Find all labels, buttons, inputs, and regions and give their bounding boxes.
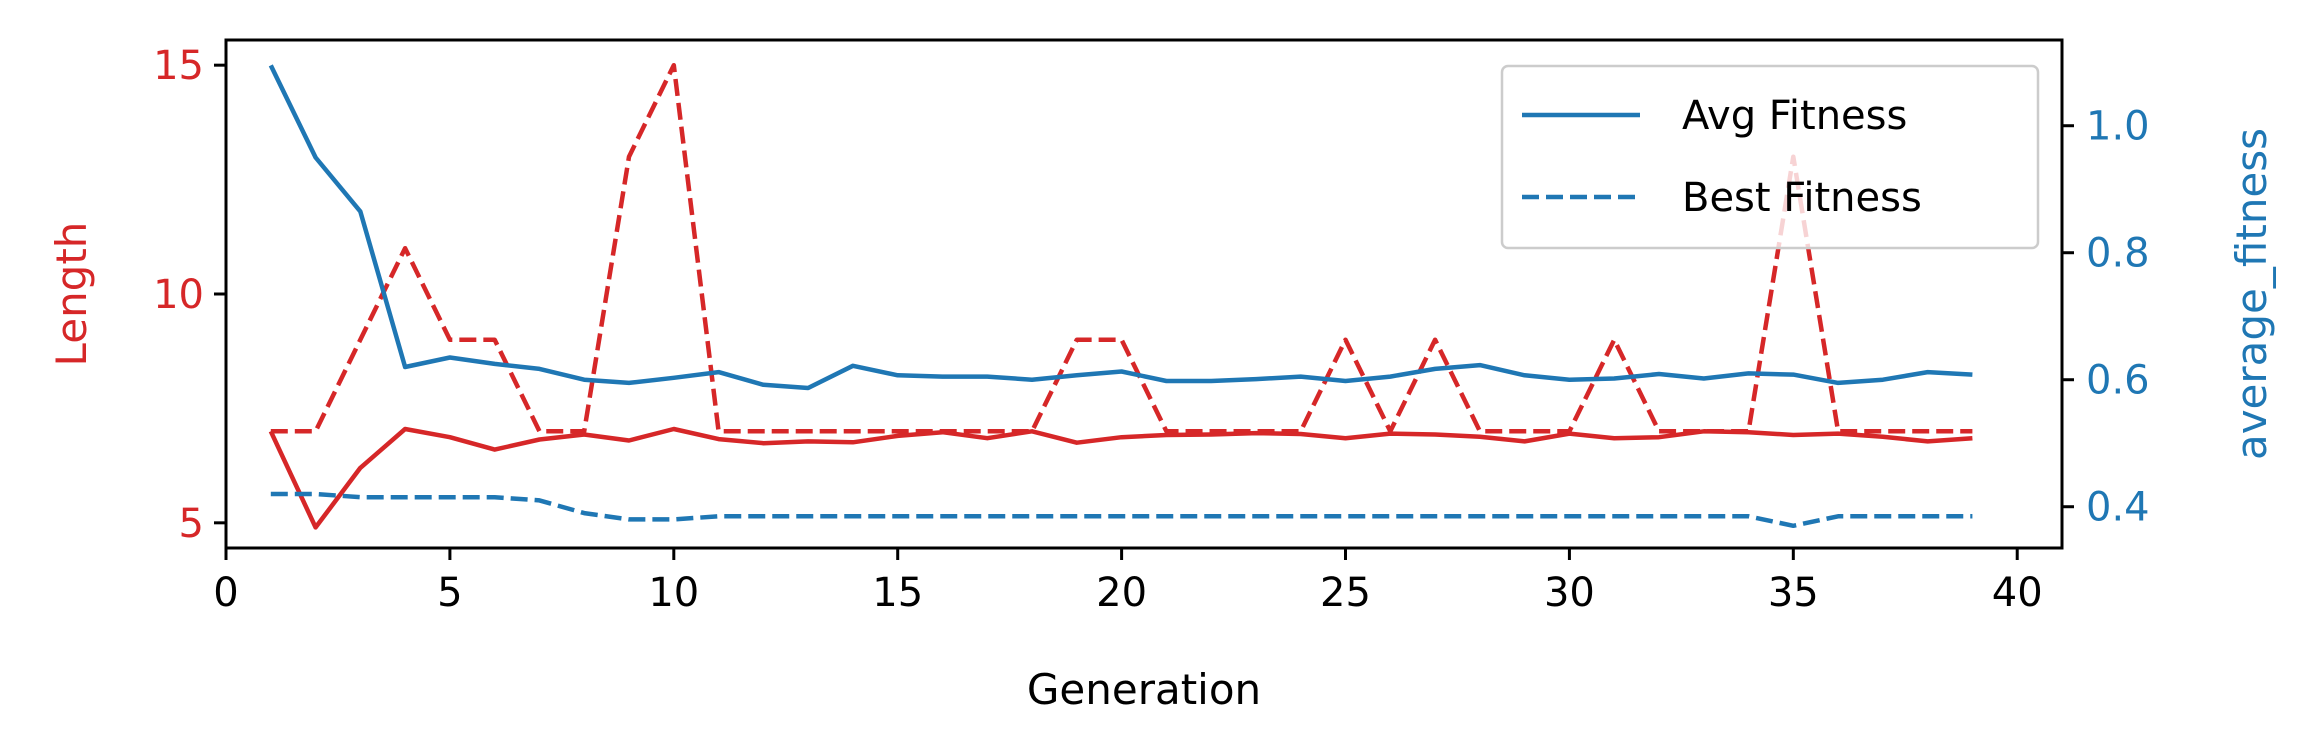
- legend-box: [1500, 64, 2040, 250]
- y-right-tick-label: 1.0: [2086, 104, 2150, 150]
- y-left-tick-label: 15: [153, 43, 204, 89]
- y-axis-left-label: Length: [47, 222, 96, 367]
- y-right-tick-label: 0.4: [2086, 485, 2150, 531]
- series-line-1: [270, 62, 1973, 434]
- y-right-tick-label: 0.6: [2086, 358, 2150, 404]
- x-tick-label: 20: [1096, 570, 1147, 616]
- y-left-tick-label: 5: [179, 501, 204, 547]
- x-axis-label: Generation: [1027, 665, 1261, 714]
- x-tick-label: 40: [1992, 570, 2043, 616]
- legend-label-avg-fitness: Avg Fitness: [1682, 93, 1907, 139]
- y-axis-right-label: average_fitness: [2227, 128, 2276, 460]
- series-layer: [268, 62, 1973, 530]
- x-tick-label: 35: [1768, 570, 1819, 616]
- x-tick-label: 25: [1320, 570, 1371, 616]
- x-tick-label: 10: [648, 570, 699, 616]
- x-tick-label: 30: [1544, 570, 1595, 616]
- series-line-2: [268, 64, 1973, 391]
- x-tick-label: 0: [213, 570, 238, 616]
- y-left-tick-label: 10: [153, 272, 204, 318]
- x-tick-label: 15: [872, 570, 923, 616]
- legend-label-best-fitness: Best Fitness: [1682, 175, 1922, 221]
- legend: Avg Fitness Best Fitness: [1500, 64, 2040, 250]
- series-line-3: [270, 491, 1973, 529]
- x-tick-label: 5: [437, 570, 462, 616]
- y-right-tick-label: 0.8: [2086, 231, 2150, 277]
